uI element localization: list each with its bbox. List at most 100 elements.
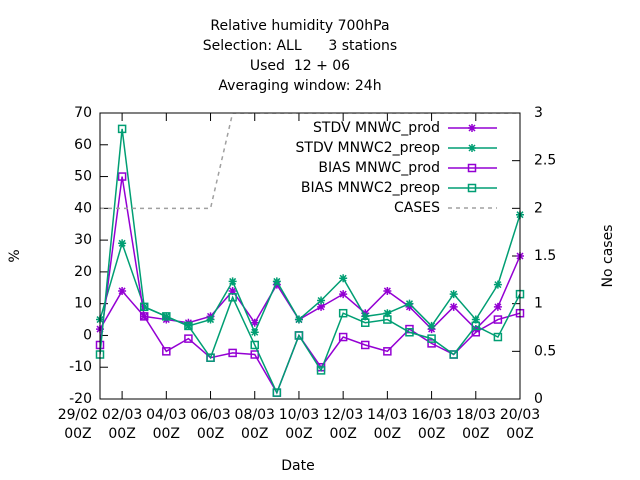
marker — [383, 347, 392, 356]
marker — [405, 299, 414, 308]
marker — [493, 280, 502, 289]
marker — [228, 286, 237, 295]
marker — [184, 321, 193, 331]
y-tick-label: 30 — [74, 232, 92, 248]
y2-tick-label: 1.5 — [534, 248, 556, 264]
marker — [117, 124, 127, 134]
y2-tick-label: 3 — [534, 105, 543, 121]
x-tick-label: 20/03 00Z — [499, 407, 541, 442]
marker — [427, 321, 436, 330]
marker — [118, 286, 127, 295]
marker — [250, 318, 259, 327]
marker — [427, 334, 436, 343]
y-tick-label: 70 — [74, 105, 92, 121]
marker — [228, 348, 237, 358]
title-line: Averaging window: 24h — [218, 78, 381, 94]
marker — [493, 332, 503, 342]
x-tick-label: 14/03 00Z — [367, 407, 408, 442]
marker — [339, 290, 348, 299]
marker — [383, 309, 392, 318]
marker — [338, 308, 348, 318]
legend-marker — [467, 183, 477, 193]
marker — [449, 350, 458, 359]
marker — [250, 328, 259, 337]
marker — [117, 172, 127, 181]
x-tick-label: 04/03 00Z — [146, 407, 187, 442]
legend-label: BIAS MNWC_prod — [318, 160, 440, 176]
y-tick-label: 10 — [74, 296, 92, 312]
y-tick-label: 60 — [74, 137, 92, 153]
y-tick-label: -20 — [69, 391, 92, 407]
marker — [383, 315, 392, 324]
marker — [471, 315, 480, 324]
y2-tick-label: 1 — [534, 296, 543, 312]
title-line: Selection: ALL 3 stations — [203, 38, 397, 54]
y-tick-label: 0 — [83, 327, 92, 343]
y-tick-label: 50 — [74, 169, 92, 185]
legend-label: STDV MNWC_prod — [313, 120, 440, 136]
marker — [361, 318, 370, 327]
marker — [493, 302, 502, 311]
plot-border — [99, 112, 521, 400]
legend-label: BIAS MNWC2_preop — [301, 180, 440, 196]
marker — [316, 366, 326, 375]
legend-label: STDV MNWC2_preop — [296, 140, 441, 156]
y-tick-label: -10 — [69, 359, 92, 375]
y2-tick-label: 2 — [534, 200, 543, 216]
x-tick-label: 08/03 00Z — [234, 407, 275, 442]
marker — [449, 290, 458, 299]
marker — [317, 302, 326, 311]
marker — [427, 339, 436, 348]
marker — [338, 332, 348, 342]
marker — [361, 340, 370, 350]
marker — [272, 277, 281, 286]
marker — [471, 321, 481, 331]
marker — [184, 334, 193, 343]
marker — [139, 302, 149, 312]
marker — [317, 296, 326, 305]
marker — [228, 277, 237, 286]
x-tick-label: 16/03 00Z — [411, 407, 452, 442]
marker — [162, 347, 171, 356]
y2-axis-label: No cases — [600, 225, 616, 288]
marker — [250, 340, 259, 350]
x-tick-label: 18/03 00Z — [455, 407, 496, 442]
title-line: Relative humidity 700hPa — [210, 18, 389, 34]
x-tick-label: 10/03 00Z — [278, 407, 320, 442]
legend-marker — [468, 124, 476, 132]
legend-marker — [467, 163, 477, 173]
marker — [294, 315, 303, 324]
legend-marker — [468, 144, 476, 152]
series-line — [100, 176, 520, 395]
marker — [339, 274, 348, 283]
y2-tick-label: 0 — [534, 391, 543, 407]
y-tick-label: 40 — [74, 200, 92, 216]
marker — [139, 312, 149, 321]
marker — [493, 315, 503, 324]
marker — [206, 353, 215, 362]
x-axis-label: Date — [281, 458, 314, 474]
marker — [272, 388, 282, 397]
legend-label: CASES — [394, 200, 440, 216]
marker — [206, 315, 215, 324]
marker — [361, 312, 370, 321]
x-tick-label: 02/03 00Z — [101, 407, 143, 442]
marker — [162, 312, 171, 321]
marker — [405, 328, 414, 337]
marker — [449, 302, 458, 311]
marker — [294, 331, 304, 340]
x-tick-label: 12/03 00Z — [322, 407, 364, 442]
x-tick-label: 29/02 00Z — [57, 407, 99, 442]
x-tick-label: 06/03 00Z — [190, 407, 231, 442]
y2-tick-label: 0.5 — [534, 343, 556, 359]
y-axis-label: % — [7, 249, 23, 262]
marker — [228, 293, 237, 302]
y2-tick-label: 2.5 — [534, 153, 556, 169]
marker — [118, 239, 127, 248]
marker — [383, 286, 392, 295]
y-tick-label: 20 — [74, 264, 92, 280]
title-line: Used 12 + 06 — [250, 58, 350, 74]
marker — [250, 350, 259, 359]
